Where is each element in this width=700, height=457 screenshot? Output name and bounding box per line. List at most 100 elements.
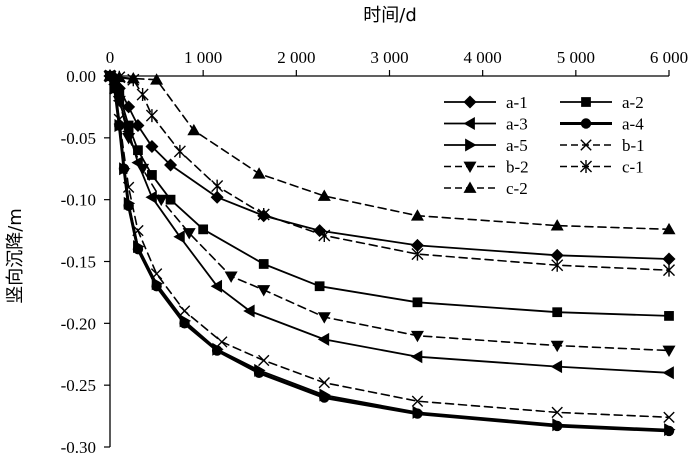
data-point-b-1 (258, 354, 270, 367)
data-point-a-5 (212, 342, 224, 356)
data-point-a-5 (151, 277, 164, 291)
data-point-b-1 (178, 305, 191, 317)
data-point-a-2 (314, 281, 325, 292)
legend-swatch-marker (463, 95, 477, 109)
series-a-2 (105, 71, 674, 321)
legend-swatch-marker (580, 139, 592, 151)
data-point-a-3 (550, 360, 563, 374)
data-point-a-2 (664, 311, 674, 321)
data-point-c-2 (126, 71, 140, 84)
series-a-3 (103, 69, 674, 380)
y-tick-label: -0.30 (61, 438, 96, 457)
y-tick-label: -0.15 (61, 253, 96, 272)
legend: a-1 a-2 a-3 a-4 a-5 b-1 b-2 c-1 c-2 (444, 93, 645, 198)
data-point-c-1 (145, 109, 158, 123)
legend-label: b-1 (622, 136, 645, 155)
x-tick-label: 0 (106, 48, 115, 67)
data-point-c-2 (410, 209, 424, 221)
data-point-b-2 (662, 345, 676, 358)
legend-item-c-1: c-1 (560, 158, 644, 177)
data-point-c-2 (317, 189, 331, 201)
legend-swatch-marker (463, 161, 477, 173)
legend-item-c-2: c-2 (444, 179, 528, 198)
data-point-b-2 (257, 285, 271, 297)
data-point-c-1 (551, 258, 564, 272)
data-point-a-2 (147, 170, 157, 180)
data-point-b-1 (663, 411, 675, 424)
data-point-a-3 (173, 230, 185, 244)
data-point-a-1 (131, 118, 145, 132)
data-point-c-2 (550, 219, 564, 231)
legend-item-a-3: a-3 (444, 115, 528, 134)
x-tick-label: 6 000 (650, 48, 688, 67)
legend-label: a-5 (506, 136, 528, 155)
data-point-a-3 (317, 332, 330, 346)
x-tick-label: 1 000 (184, 48, 222, 67)
data-point-b-2 (224, 271, 238, 283)
x-tick-label: 4 000 (464, 48, 502, 67)
legend-item-a-1: a-1 (444, 93, 528, 112)
series-layer (103, 69, 676, 437)
data-point-a-5 (123, 196, 136, 210)
data-point-a-1 (410, 238, 424, 252)
data-point-a-5 (119, 162, 131, 176)
data-point-a-5 (412, 405, 424, 419)
legend-item-a-5: a-5 (444, 136, 528, 155)
x-tick-label: 5 000 (557, 48, 595, 67)
legend-label: c-2 (506, 179, 528, 198)
data-point-c-2 (112, 70, 126, 83)
data-point-a-5 (552, 418, 564, 432)
data-point-b-1 (132, 224, 144, 237)
data-point-c-1 (257, 208, 270, 222)
data-point-a-1 (145, 139, 159, 153)
data-point-b-1 (551, 406, 563, 419)
data-point-b-2 (550, 340, 564, 353)
legend-label: c-1 (622, 158, 644, 177)
data-point-a-2 (258, 259, 269, 269)
legend-item-a-4: a-4 (560, 115, 644, 134)
series-line-c-2 (109, 75, 670, 231)
data-point-c-1 (173, 144, 186, 158)
data-point-a-2 (412, 297, 423, 308)
data-point-b-2 (410, 330, 424, 343)
data-point-a-1 (210, 190, 224, 204)
data-point-a-5 (179, 314, 192, 328)
data-point-b-1 (122, 181, 135, 193)
data-point-b-2 (122, 132, 136, 145)
legend-item-b-2: b-2 (444, 158, 529, 177)
series-c-2 (103, 69, 676, 235)
data-point-a-3 (145, 190, 157, 204)
series-line-b-2 (109, 75, 670, 352)
data-point-a-3 (662, 366, 674, 380)
y-tick-label: -0.20 (61, 314, 96, 333)
data-point-a-3 (410, 350, 423, 364)
data-point-a-2 (133, 145, 143, 156)
x-axis-title: 时间/d (363, 5, 417, 26)
data-point-a-1 (550, 248, 564, 262)
axes: 0 1 000 2 000 3 000 4 000 5 000 6 000 0.00 -0.05… (61, 48, 689, 457)
data-point-a-2 (198, 224, 209, 235)
legend-swatch-marker (581, 97, 591, 107)
data-point-a-2 (123, 120, 134, 131)
data-point-b-2 (136, 163, 150, 176)
legend-item-a-2: a-2 (560, 93, 644, 112)
legend-swatch-marker (463, 117, 475, 130)
data-point-a-5 (319, 388, 331, 402)
data-point-c-2 (662, 222, 676, 235)
legend-label: a-3 (506, 115, 528, 134)
legend-swatch-marker (579, 160, 593, 173)
legend-label: a-1 (506, 93, 528, 112)
data-point-a-1 (164, 158, 178, 172)
legend-label: a-2 (622, 93, 644, 112)
data-point-c-2 (187, 123, 201, 136)
data-point-b-2 (112, 95, 126, 108)
data-point-b-2 (182, 228, 196, 240)
data-point-b-2 (317, 312, 331, 324)
data-point-c-1 (211, 179, 224, 193)
data-point-a-2 (114, 89, 125, 100)
legend-label: b-2 (506, 158, 529, 177)
data-point-c-1 (662, 263, 676, 277)
data-point-c-2 (252, 167, 266, 179)
data-point-a-3 (210, 279, 223, 293)
